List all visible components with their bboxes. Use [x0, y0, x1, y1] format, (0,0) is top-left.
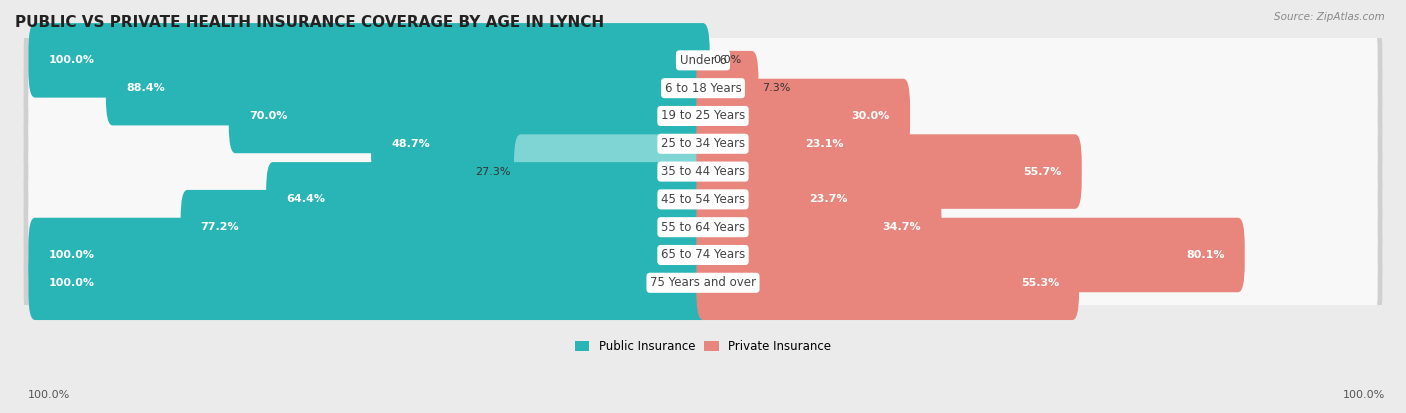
Text: PUBLIC VS PRIVATE HEALTH INSURANCE COVERAGE BY AGE IN LYNCH: PUBLIC VS PRIVATE HEALTH INSURANCE COVER… [15, 15, 605, 30]
Text: 0.0%: 0.0% [713, 55, 741, 65]
Text: 19 to 25 Years: 19 to 25 Years [661, 109, 745, 123]
Text: 70.0%: 70.0% [249, 111, 287, 121]
Text: 88.4%: 88.4% [127, 83, 165, 93]
Text: 80.1%: 80.1% [1187, 250, 1225, 260]
Text: Source: ZipAtlas.com: Source: ZipAtlas.com [1274, 12, 1385, 22]
Text: 55.3%: 55.3% [1021, 278, 1059, 288]
Text: 100.0%: 100.0% [1343, 390, 1385, 400]
Text: 77.2%: 77.2% [201, 222, 239, 232]
FancyBboxPatch shape [24, 17, 1382, 104]
FancyBboxPatch shape [28, 134, 1378, 209]
Text: 100.0%: 100.0% [48, 250, 94, 260]
Text: 65 to 74 Years: 65 to 74 Years [661, 249, 745, 261]
FancyBboxPatch shape [28, 79, 1378, 153]
FancyBboxPatch shape [696, 246, 1078, 320]
FancyBboxPatch shape [28, 246, 710, 320]
FancyBboxPatch shape [24, 100, 1382, 187]
Text: 23.1%: 23.1% [806, 139, 844, 149]
FancyBboxPatch shape [696, 107, 863, 181]
FancyBboxPatch shape [105, 51, 710, 126]
FancyBboxPatch shape [28, 23, 710, 97]
Text: 45 to 54 Years: 45 to 54 Years [661, 193, 745, 206]
FancyBboxPatch shape [24, 211, 1382, 298]
FancyBboxPatch shape [28, 23, 1378, 97]
Text: 55.7%: 55.7% [1024, 166, 1062, 177]
Text: 7.3%: 7.3% [762, 83, 790, 93]
FancyBboxPatch shape [28, 246, 1378, 320]
FancyBboxPatch shape [28, 51, 1378, 126]
FancyBboxPatch shape [28, 107, 1378, 181]
FancyBboxPatch shape [696, 134, 1081, 209]
FancyBboxPatch shape [28, 218, 1378, 292]
Text: 25 to 34 Years: 25 to 34 Years [661, 137, 745, 150]
FancyBboxPatch shape [28, 190, 1378, 264]
FancyBboxPatch shape [180, 190, 710, 264]
FancyBboxPatch shape [696, 79, 910, 153]
FancyBboxPatch shape [229, 79, 710, 153]
FancyBboxPatch shape [266, 162, 710, 237]
FancyBboxPatch shape [696, 190, 942, 264]
Text: 35 to 44 Years: 35 to 44 Years [661, 165, 745, 178]
Text: 55 to 64 Years: 55 to 64 Years [661, 221, 745, 234]
FancyBboxPatch shape [28, 218, 710, 292]
Text: 75 Years and over: 75 Years and over [650, 276, 756, 289]
FancyBboxPatch shape [696, 218, 1244, 292]
FancyBboxPatch shape [696, 162, 868, 237]
FancyBboxPatch shape [371, 107, 710, 181]
Text: 6 to 18 Years: 6 to 18 Years [665, 82, 741, 95]
Text: 30.0%: 30.0% [852, 111, 890, 121]
Text: 34.7%: 34.7% [883, 222, 921, 232]
Text: 27.3%: 27.3% [475, 166, 510, 177]
FancyBboxPatch shape [696, 51, 758, 126]
FancyBboxPatch shape [24, 45, 1382, 131]
FancyBboxPatch shape [24, 156, 1382, 243]
FancyBboxPatch shape [24, 73, 1382, 159]
FancyBboxPatch shape [515, 134, 710, 209]
Text: 100.0%: 100.0% [28, 390, 70, 400]
Text: 48.7%: 48.7% [391, 139, 430, 149]
FancyBboxPatch shape [24, 184, 1382, 271]
Text: Under 6: Under 6 [679, 54, 727, 67]
Legend: Public Insurance, Private Insurance: Public Insurance, Private Insurance [571, 335, 835, 358]
Text: 23.7%: 23.7% [810, 195, 848, 204]
FancyBboxPatch shape [24, 240, 1382, 326]
Text: 100.0%: 100.0% [48, 55, 94, 65]
FancyBboxPatch shape [28, 162, 1378, 237]
Text: 64.4%: 64.4% [287, 195, 325, 204]
Text: 100.0%: 100.0% [48, 278, 94, 288]
FancyBboxPatch shape [24, 128, 1382, 215]
